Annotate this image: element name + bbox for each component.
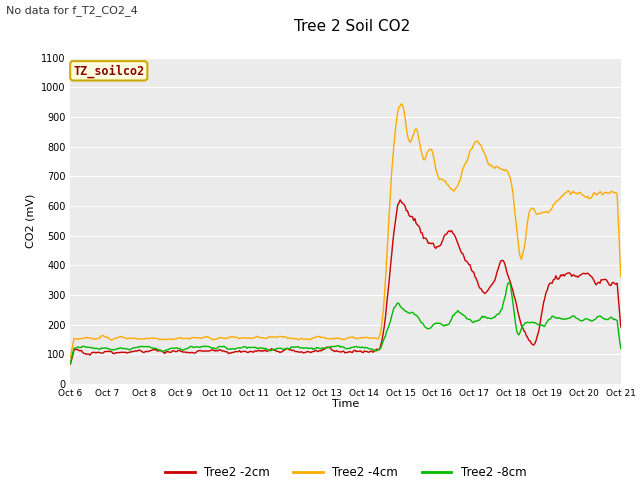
Legend: Tree2 -2cm, Tree2 -4cm, Tree2 -8cm: Tree2 -2cm, Tree2 -4cm, Tree2 -8cm [160, 462, 531, 480]
Text: Tree 2 Soil CO2: Tree 2 Soil CO2 [294, 19, 410, 34]
Y-axis label: CO2 (mV): CO2 (mV) [26, 193, 35, 248]
X-axis label: Time: Time [332, 399, 359, 409]
Text: TZ_soilco2: TZ_soilco2 [73, 64, 145, 78]
Text: No data for f_T2_CO2_4: No data for f_T2_CO2_4 [6, 5, 138, 16]
